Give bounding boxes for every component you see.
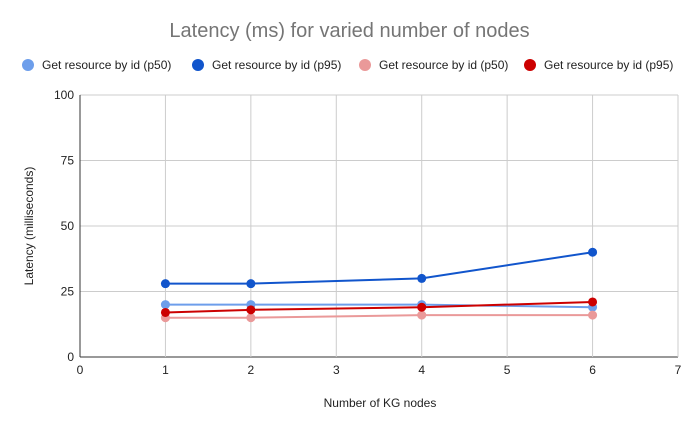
legend-item: Get resource by id (p50) xyxy=(359,58,508,72)
chart-legend: Get resource by id (p50) Get resource by… xyxy=(0,58,699,78)
x-tick-label: 4 xyxy=(418,363,425,377)
series-line xyxy=(165,314,593,319)
y-tick-label: 25 xyxy=(61,285,75,299)
data-point[interactable] xyxy=(160,300,170,310)
data-point[interactable] xyxy=(417,302,427,312)
data-point[interactable] xyxy=(246,313,256,323)
y-tick-label: 50 xyxy=(61,219,75,233)
x-tick-label: 5 xyxy=(504,363,511,377)
y-tick-label: 0 xyxy=(67,350,74,364)
data-point[interactable] xyxy=(588,310,598,320)
legend-label: Get resource by id (p95) xyxy=(212,58,342,72)
legend-label: Get resource by id (p50) xyxy=(379,58,509,72)
x-tick-label: 2 xyxy=(248,363,255,377)
series-line xyxy=(165,300,593,314)
y-axis-label: Latency (milliseconds) xyxy=(22,167,36,286)
series-group xyxy=(160,247,598,323)
x-tick-label: 6 xyxy=(589,363,596,377)
series-line xyxy=(165,303,593,309)
x-tick-label: 1 xyxy=(162,363,169,377)
x-tick-label: 0 xyxy=(77,363,84,377)
chart-title: Latency (ms) for varied number of nodes xyxy=(169,20,530,42)
legend-label: Get resource by id (p50) xyxy=(42,58,172,72)
data-point[interactable] xyxy=(417,310,427,320)
legend-label: Get resource by id (p95) xyxy=(544,58,674,72)
series-line xyxy=(165,251,593,285)
data-point[interactable] xyxy=(588,247,598,257)
legend-swatch xyxy=(192,59,204,71)
x-tick-label: 3 xyxy=(333,363,340,377)
legend-item: Get resource by id (p95) xyxy=(192,58,341,72)
legend-swatch xyxy=(22,59,34,71)
x-axis-label: Number of KG nodes xyxy=(324,396,437,410)
legend-item: Get resource by id (p50) xyxy=(22,58,171,72)
x-tick-label: 7 xyxy=(675,363,682,377)
legend-swatch xyxy=(524,59,536,71)
data-point[interactable] xyxy=(246,305,256,315)
data-point[interactable] xyxy=(417,273,427,283)
legend-swatch xyxy=(359,59,371,71)
tick-labels: 0 25 50 75 100 0 1 2 3 4 5 6 7 xyxy=(54,88,682,377)
y-tick-label: 100 xyxy=(54,88,74,102)
data-point[interactable] xyxy=(588,297,598,307)
data-point[interactable] xyxy=(246,279,256,289)
data-point[interactable] xyxy=(160,307,170,317)
legend-item: Get resource by id (p95) xyxy=(524,58,673,72)
data-point[interactable] xyxy=(160,279,170,289)
y-tick-label: 75 xyxy=(61,154,75,168)
